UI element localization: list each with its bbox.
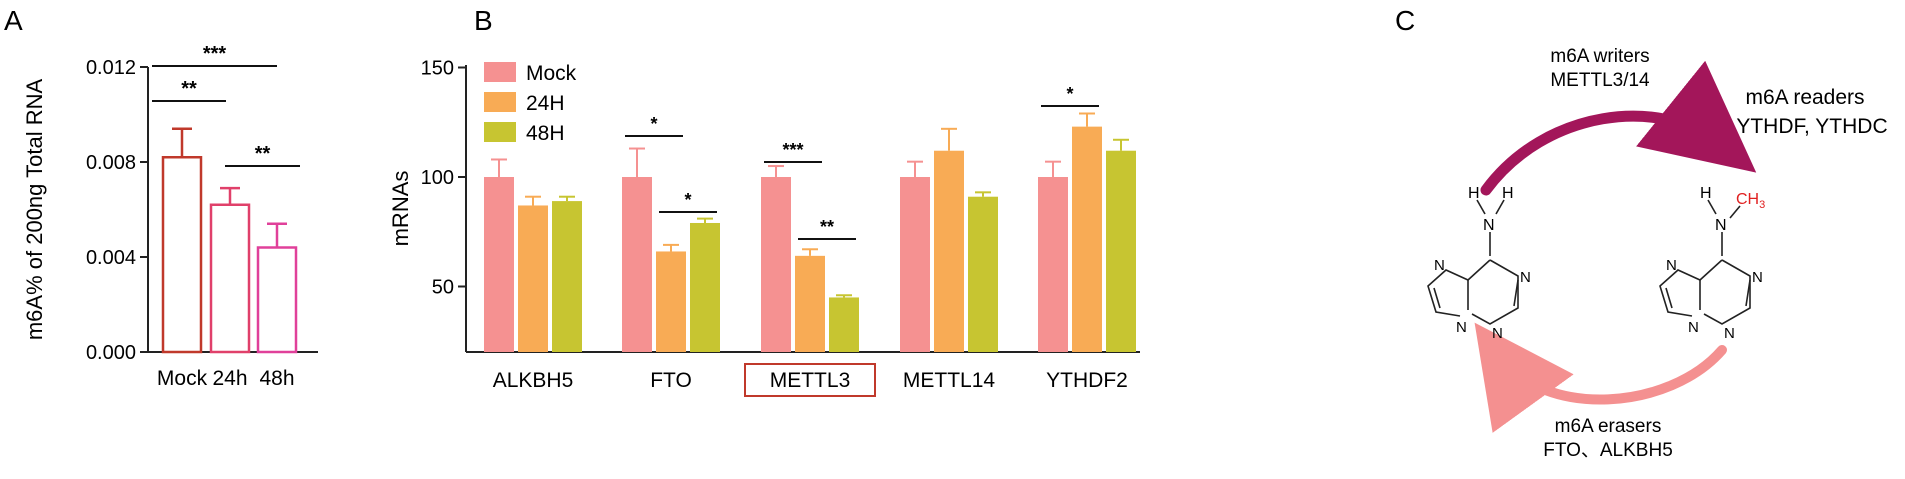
b-bar: [1038, 177, 1068, 352]
b-legend-swatch: [484, 92, 516, 112]
b-legend-label: 24H: [526, 92, 565, 115]
b-bar: [795, 255, 825, 352]
a-x-tick-label: 24h: [212, 367, 247, 390]
b-bar: [900, 177, 930, 352]
b-bar: [552, 201, 582, 352]
erasers-name: FTO、ALKBH5: [1543, 440, 1673, 461]
panel-b-label: B: [474, 5, 493, 36]
a-significance-label: ***: [203, 43, 227, 65]
b-significance-label: *: [650, 114, 657, 134]
b-significance-label: *: [684, 190, 691, 210]
panel-a-label: A: [4, 5, 23, 36]
a-y-axis-label: m6A% of 200ng Total RNA: [22, 79, 47, 341]
a-x-tick-label: 48h: [259, 367, 294, 390]
m6a-n1: N: [1752, 269, 1763, 286]
b-bar: [518, 205, 548, 352]
b-bar: [934, 150, 964, 352]
b-y-axis-label: mRNAs: [388, 171, 413, 247]
m6a-h: H: [1700, 185, 1712, 202]
b-bar: [829, 297, 859, 352]
chart-a: 0.000 0.004 0.008 0.012 m6A% of 200ng Total …: [22, 43, 318, 390]
b-bar: [622, 177, 652, 352]
b-bar: [1072, 126, 1102, 352]
writers-title: m6A writers: [1550, 46, 1649, 67]
readers-name: YTHDF, YTHDC: [1736, 115, 1887, 138]
b-x-tick-label: ALKBH5: [493, 369, 574, 392]
m6a-n9: N: [1688, 319, 1699, 336]
b-significance-label: **: [820, 217, 834, 237]
adenine-n9: N: [1456, 319, 1467, 336]
adenine-h1: H: [1468, 185, 1480, 202]
writers-name: METTL3/14: [1550, 70, 1650, 91]
b-x-tick-label: YTHDF2: [1046, 369, 1128, 392]
a-x-tick-label: Mock: [157, 367, 208, 390]
methyl-subscript: 3: [1759, 199, 1765, 211]
chart-b: 50 100 150 mRNAs ALKBH5 FTO METTL3 METTL14 YTHDF…: [388, 58, 1140, 397]
a-y-tick-label: 0.004: [86, 247, 136, 269]
b-y-tick-label: 50: [432, 277, 454, 299]
adenine-h2: H: [1502, 185, 1514, 202]
m6a-molecule: H CH3 N N N N N: [1659, 185, 1765, 342]
b-bar: [690, 222, 720, 352]
b-significance-label: *: [1066, 84, 1073, 104]
a-y-tick-label: 0.000: [86, 342, 136, 364]
m6a-n7: N: [1666, 257, 1677, 274]
b-legend: Mock 24H 48H: [484, 62, 577, 145]
adenine-molecule: H H N N N N N: [1427, 185, 1531, 342]
adenine-n-amine: N: [1483, 217, 1495, 234]
b-bar: [656, 251, 686, 352]
a-significance-label: **: [181, 78, 197, 100]
b-bar: [761, 177, 791, 352]
b-legend-label: 48H: [526, 122, 565, 145]
readers-title: m6A readers: [1745, 86, 1864, 109]
m6a-cycle-diagram: m6A writers METTL3/14 m6A readers YTHDF,…: [1427, 46, 1888, 461]
b-legend-swatch: [484, 122, 516, 142]
a-y-tick-label: 0.012: [86, 57, 136, 79]
m6a-n-amine: N: [1715, 217, 1727, 234]
m6a-n3: N: [1724, 325, 1735, 342]
erasers-title: m6A erasers: [1555, 416, 1662, 437]
b-y-tick-label: 150: [421, 58, 454, 80]
b-x-tick-label: METTL14: [903, 369, 996, 392]
writers-arrow: [1480, 60, 1757, 196]
methyl-group: CH3: [1736, 191, 1765, 211]
a-bar: [256, 246, 298, 354]
a-y-tick-label: 0.008: [86, 152, 136, 174]
erasers-arrow: [1474, 322, 1727, 433]
b-x-tick-label: METTL3: [770, 369, 851, 392]
a-bar: [209, 203, 251, 354]
a-bar: [161, 156, 203, 354]
adenine-n1: N: [1520, 269, 1531, 286]
adenine-n7: N: [1434, 257, 1445, 274]
panel-c-label: C: [1395, 5, 1415, 36]
a-significance-label: **: [255, 143, 271, 165]
methyl-label: CH: [1736, 191, 1759, 208]
b-significance-label: ***: [782, 140, 803, 160]
b-bar: [484, 177, 514, 352]
b-highlight-box: [744, 363, 876, 397]
adenine-n3: N: [1492, 325, 1503, 342]
b-legend-swatch: [484, 62, 516, 82]
b-bar: [968, 196, 998, 352]
b-legend-label: Mock: [526, 62, 577, 85]
b-y-tick-label: 100: [421, 167, 454, 189]
b-bar: [1106, 150, 1136, 352]
b-x-tick-label: FTO: [650, 369, 692, 392]
